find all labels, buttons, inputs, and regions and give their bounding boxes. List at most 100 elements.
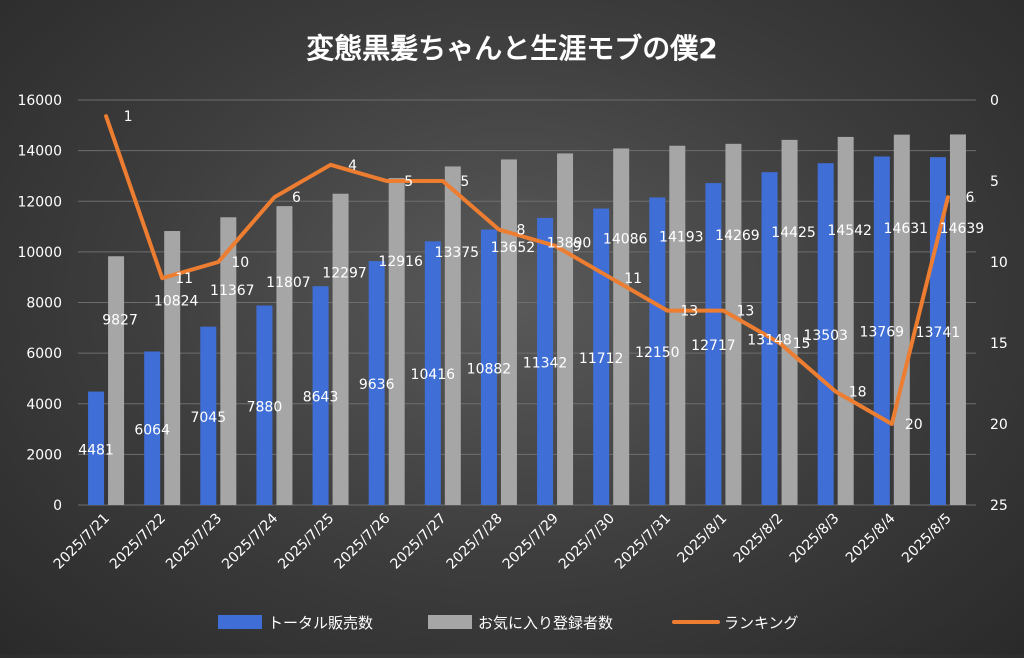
data-label-total-sales: 11342	[523, 355, 568, 371]
x-tick-label: 2025/8/3	[787, 511, 843, 567]
x-tick-label: 2025/7/21	[51, 511, 113, 573]
data-label-ranking: 13	[680, 304, 698, 320]
data-labels: 4481 9827 1 6064 10824 11 7045 11367 10 7880 11807…	[78, 109, 984, 458]
y-left-tick-label: 16000	[17, 93, 62, 109]
x-tick-label: 2025/7/25	[275, 511, 337, 573]
ranking-series-line	[104, 114, 950, 426]
legend-label: ランキング	[724, 614, 799, 632]
data-label-favorites: 13375	[435, 245, 480, 261]
ranking-point	[609, 276, 613, 280]
x-tick-label: 2025/7/24	[219, 510, 281, 572]
data-label-favorites: 14193	[659, 230, 704, 246]
x-tick-label: 2025/7/27	[388, 511, 450, 573]
ranking-point	[665, 309, 669, 313]
data-label-ranking: 13	[737, 304, 755, 320]
bar-favorites	[949, 134, 966, 505]
data-label-total-sales: 13741	[916, 325, 961, 341]
bar-favorites	[332, 193, 349, 506]
data-label-ranking: 11	[175, 271, 193, 287]
data-label-favorites: 11367	[210, 283, 255, 299]
ranking-line	[104, 114, 950, 426]
bar-total-sales	[649, 197, 666, 505]
data-label-favorites: 14631	[884, 221, 929, 237]
data-label-total-sales: 13503	[803, 328, 848, 344]
bar-favorites	[669, 145, 686, 505]
y-right-tick-label: 25	[990, 498, 1008, 514]
y-left-tick-label: 8000	[26, 296, 62, 312]
bar-total-sales	[144, 351, 161, 505]
bar-total-sales	[929, 157, 946, 505]
bar-favorites	[444, 166, 461, 505]
data-label-ranking: 6	[292, 190, 301, 206]
data-label-ranking: 5	[404, 174, 413, 190]
ranking-point	[329, 163, 333, 167]
bar-total-sales	[256, 305, 273, 505]
ranking-point	[553, 244, 557, 248]
ranking-point	[497, 228, 501, 232]
ranking-point	[778, 341, 782, 345]
bar-favorites	[500, 159, 517, 505]
data-label-favorites: 14269	[715, 228, 760, 244]
data-label-favorites: 9827	[102, 312, 138, 328]
data-label-favorites: 14425	[771, 225, 816, 241]
bar-favorites	[837, 136, 854, 505]
ranking-point	[385, 179, 389, 183]
bar-favorites	[725, 143, 742, 506]
data-label-total-sales: 4481	[78, 442, 114, 458]
data-label-total-sales: 10882	[467, 361, 512, 377]
bar-total-sales	[368, 261, 385, 505]
legend-label: お気に入り登録者数	[478, 614, 613, 632]
ranking-point	[441, 179, 445, 183]
data-label-ranking: 6	[965, 190, 974, 206]
bars	[88, 134, 966, 506]
y-left-tick-label: 4000	[26, 397, 62, 413]
data-label-favorites: 13890	[547, 235, 592, 251]
y-left-tick-label: 10000	[17, 245, 62, 261]
data-label-ranking: 9	[573, 239, 582, 255]
data-label-favorites: 14086	[603, 232, 648, 248]
bar-total-sales	[817, 163, 834, 505]
data-label-favorites: 11807	[266, 275, 311, 291]
bar-favorites	[164, 231, 181, 505]
x-tick-label: 2025/8/5	[899, 511, 955, 567]
data-label-ranking: 8	[516, 223, 525, 239]
data-label-total-sales: 11712	[579, 351, 624, 367]
x-tick-label: 2025/7/22	[107, 511, 169, 573]
bar-favorites	[893, 134, 910, 505]
data-label-favorites: 14542	[827, 223, 872, 239]
y-right-tick-label: 5	[990, 174, 999, 190]
x-tick-label: 2025/8/4	[843, 510, 899, 566]
bar-favorites	[388, 178, 405, 505]
data-label-total-sales: 13769	[860, 325, 905, 341]
data-label-ranking: 18	[849, 385, 867, 401]
y-right-tick-label: 0	[990, 93, 999, 109]
legend-swatch	[428, 615, 472, 629]
data-label-ranking: 11	[624, 271, 642, 287]
x-tick-label: 2025/7/31	[612, 511, 674, 573]
data-label-total-sales: 8643	[303, 390, 339, 406]
bar-favorites	[781, 139, 798, 505]
data-label-ranking: 4	[348, 158, 357, 174]
y-right-tick-label: 15	[990, 336, 1008, 352]
data-label-ranking: 20	[905, 417, 923, 433]
x-tick-label: 2025/7/23	[163, 511, 225, 573]
data-label-total-sales: 13148	[747, 333, 792, 349]
y-left-tick-label: 0	[53, 498, 62, 514]
y-right-tick-label: 10	[990, 255, 1008, 271]
data-label-favorites: 14639	[940, 221, 985, 237]
data-label-total-sales: 7880	[247, 399, 283, 415]
data-label-total-sales: 12717	[691, 338, 736, 354]
ranking-point	[946, 195, 950, 199]
data-label-favorites: 12297	[322, 266, 367, 282]
data-label-total-sales: 10416	[411, 367, 456, 383]
bar-total-sales	[537, 217, 554, 505]
x-tick-label: 2025/7/26	[331, 510, 393, 572]
data-label-total-sales: 9636	[359, 377, 395, 393]
x-tick-label: 2025/7/30	[556, 511, 618, 573]
data-label-favorites: 12916	[378, 254, 423, 270]
bar-favorites	[220, 217, 237, 505]
data-label-total-sales: 6064	[134, 422, 170, 438]
y-left-tick-label: 14000	[17, 144, 62, 160]
